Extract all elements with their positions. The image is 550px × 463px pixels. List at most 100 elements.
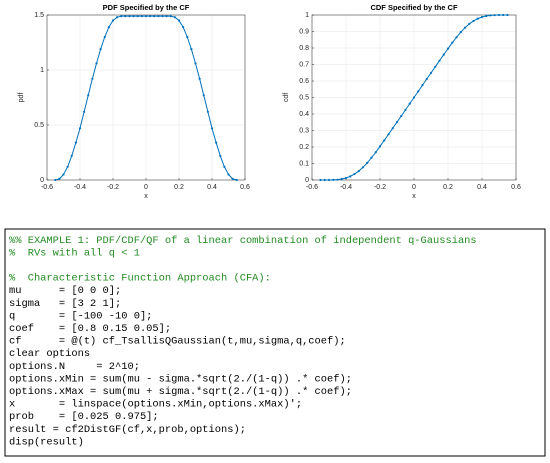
data-point	[408, 102, 411, 105]
data-point	[95, 62, 98, 65]
data-point	[323, 178, 326, 182]
data-point	[227, 173, 230, 176]
code-line: x = linspace(options.xMin,options.xMax)'…	[9, 399, 302, 411]
data-point	[74, 141, 77, 144]
x-tick-label: 0	[412, 184, 416, 191]
data-point	[173, 16, 176, 19]
y-tick-label: 0.4	[299, 111, 309, 118]
y-tick-label: 1	[40, 67, 44, 74]
data-point	[429, 71, 433, 75]
data-point	[54, 178, 57, 182]
axes-box	[311, 14, 517, 181]
data-point	[502, 13, 505, 17]
data-point	[58, 177, 61, 180]
data-point	[378, 145, 382, 148]
code-line: %% EXAMPLE 1: PDF/CDF/QF of a linear com…	[9, 235, 477, 247]
data-point	[468, 22, 471, 26]
y-tick-label: 0.2	[299, 144, 309, 151]
code-line: mu = [0 0 0];	[9, 285, 121, 297]
data-point	[149, 15, 152, 18]
y-tick-label: 1.5	[34, 12, 44, 19]
chart-title: PDF Specified by the CF	[103, 3, 190, 12]
x-axis-label: x	[144, 193, 148, 200]
data-point	[120, 15, 123, 18]
data-point	[319, 178, 322, 182]
y-axis-label: pdf	[18, 93, 25, 103]
data-point	[506, 13, 509, 17]
data-point	[202, 94, 205, 97]
data-point	[480, 15, 484, 19]
data-point	[153, 15, 156, 18]
data-point	[340, 177, 343, 181]
data-point	[387, 133, 390, 136]
x-tick-label: -0.2	[107, 184, 119, 191]
data-point	[157, 15, 160, 18]
data-point	[366, 161, 369, 164]
data-point	[489, 14, 492, 17]
data-point	[66, 165, 69, 168]
code-line: % RVs with all q < 1	[9, 247, 140, 259]
data-point	[78, 127, 82, 130]
x-tick-label: -0.4	[74, 184, 86, 191]
code-line: options.xMax = sum(mu + sigma.*sqrt(2./(…	[9, 386, 352, 398]
data-point	[451, 41, 454, 44]
code-line: % Characteristic Function Approach (CFA)…	[9, 273, 271, 285]
data-point	[165, 15, 168, 18]
x-tick-label: -0.4	[340, 184, 352, 191]
data-point	[70, 154, 73, 157]
data-point	[210, 127, 214, 130]
data-point	[434, 65, 437, 68]
code-line: sigma = [3 2 1];	[9, 298, 121, 310]
y-tick-label: 0.3	[299, 127, 309, 134]
code-line: result = cf2DistGF(cf,x,prob,options);	[9, 424, 246, 436]
x-tick-label: 0.6	[511, 184, 521, 191]
data-point	[215, 141, 218, 144]
x-tick-label: -0.2	[374, 184, 386, 191]
data-point	[116, 16, 119, 19]
data-point	[421, 84, 424, 87]
data-point	[190, 48, 193, 51]
code-line: clear options	[9, 348, 90, 360]
x-tick-label: 0	[144, 184, 148, 191]
code-line: q = [-100 -10 0];	[9, 310, 152, 322]
data-point	[62, 173, 65, 176]
x-tick-label: 0.4	[207, 184, 217, 191]
data-point	[124, 15, 127, 18]
data-point	[136, 15, 139, 18]
data-point	[327, 178, 331, 182]
data-point	[400, 114, 403, 118]
data-point	[182, 26, 185, 29]
data-point	[336, 178, 339, 181]
data-point	[395, 120, 399, 124]
data-point	[391, 127, 394, 130]
data-point	[349, 175, 352, 178]
data-point	[459, 31, 462, 34]
data-point	[442, 53, 445, 56]
data-point	[417, 90, 420, 93]
y-tick-label: 0.9	[299, 28, 309, 35]
data-point	[493, 14, 496, 17]
code-line: disp(result)	[9, 436, 84, 448]
x-axis-label: x	[412, 193, 416, 200]
y-tick-label: 0.7	[299, 61, 309, 68]
y-tick-label: 0.6	[299, 78, 309, 85]
data-point	[438, 59, 441, 62]
y-tick-label: 0.5	[299, 94, 309, 101]
y-tick-label: 0.8	[299, 45, 309, 52]
data-point	[103, 35, 106, 39]
data-point	[132, 15, 135, 18]
data-point	[485, 14, 488, 18]
code-line: options.xMin = sum(mu - sigma.*sqrt(2./(…	[9, 373, 352, 385]
data-point	[463, 26, 467, 29]
code-box	[4, 228, 546, 457]
x-tick-label: 0.4	[477, 184, 487, 191]
x-tick-label: 0.2	[174, 184, 184, 191]
data-point	[361, 166, 365, 169]
y-axis-label: cdf	[283, 93, 290, 102]
data-point	[83, 110, 86, 113]
y-tick-label: 0.5	[34, 122, 44, 129]
data-point	[198, 77, 201, 80]
data-point	[186, 35, 189, 39]
data-point	[374, 151, 377, 154]
